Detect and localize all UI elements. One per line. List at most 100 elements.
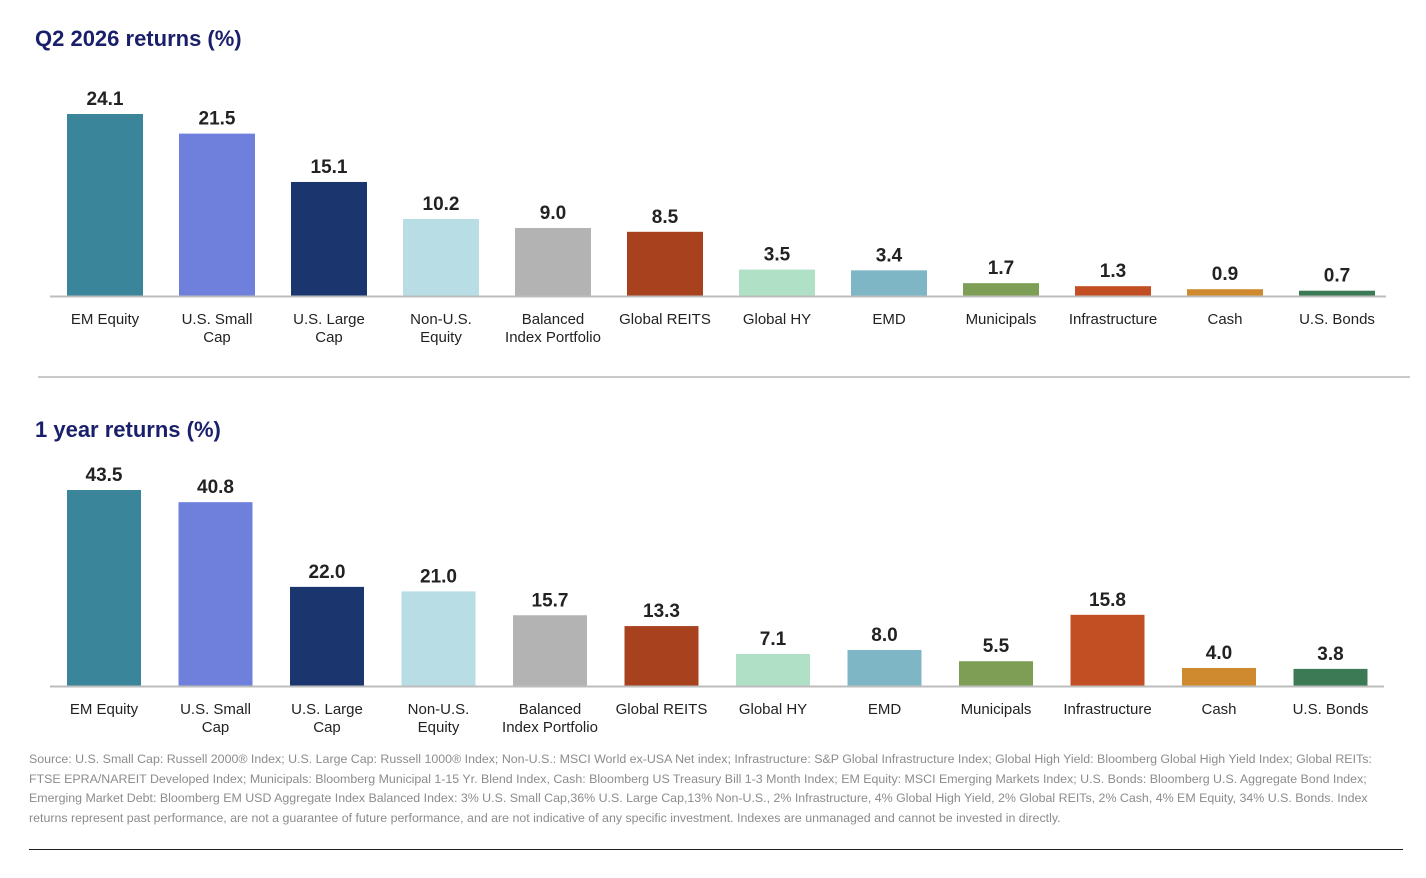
category-label-line: U.S. Small bbox=[180, 701, 251, 718]
bar-group: 43.5 EM Equity 40.8 U.S. Small Cap 22.0 U.S. L… bbox=[67, 465, 1368, 736]
bar-0 bbox=[67, 490, 141, 686]
bar-11 bbox=[1299, 290, 1375, 296]
bar-5 bbox=[627, 231, 703, 296]
category-label-line: Infrastructure bbox=[1063, 701, 1151, 718]
value-label-2: 15.1 bbox=[311, 157, 348, 178]
category-label-line: Equity bbox=[418, 719, 460, 736]
category-label-line: Cash bbox=[1201, 701, 1236, 718]
category-label-line: EM Equity bbox=[70, 701, 139, 718]
category-label-3: Non-U.S. Equity bbox=[408, 701, 470, 736]
category-label-line: Non-U.S. bbox=[410, 311, 472, 328]
category-label-line: Global REITS bbox=[616, 701, 708, 718]
bar-1 bbox=[179, 133, 255, 296]
category-label-line: EMD bbox=[872, 311, 906, 328]
bar-0 bbox=[67, 114, 143, 296]
value-label-1: 21.5 bbox=[199, 109, 236, 130]
category-label-line: Cash bbox=[1207, 311, 1242, 328]
value-label-6: 3.5 bbox=[764, 245, 791, 266]
category-label-line: Municipals bbox=[966, 311, 1037, 328]
category-label-line: Global REITS bbox=[619, 311, 711, 328]
category-label-line: Municipals bbox=[961, 701, 1032, 718]
bar-8 bbox=[959, 661, 1033, 686]
category-label-5: Global REITS bbox=[619, 311, 711, 328]
bar-3 bbox=[401, 591, 476, 686]
category-label-1: U.S. Small Cap bbox=[182, 311, 253, 346]
value-label-3: 10.2 bbox=[423, 194, 460, 215]
value-label-0: 24.1 bbox=[87, 89, 124, 110]
category-label-line: U.S. Small bbox=[182, 311, 253, 328]
category-label-6: Global HY bbox=[743, 311, 811, 328]
bar-9 bbox=[1075, 286, 1151, 296]
category-label-11: U.S. Bonds bbox=[1299, 311, 1375, 328]
value-label-8: 1.7 bbox=[988, 258, 1014, 279]
category-label-line: U.S. Large bbox=[293, 311, 365, 328]
bar-2 bbox=[290, 586, 364, 686]
section-divider bbox=[38, 376, 1410, 378]
value-label-9: 1.3 bbox=[1100, 261, 1126, 282]
category-label-line: EM Equity bbox=[71, 311, 140, 328]
category-label-9: Infrastructure bbox=[1069, 311, 1157, 328]
category-label-9: Infrastructure bbox=[1063, 701, 1151, 718]
category-label-line: Global HY bbox=[743, 311, 811, 328]
category-label-line: EMD bbox=[868, 701, 902, 718]
category-label-1: U.S. Small Cap bbox=[180, 701, 251, 736]
value-label-1: 40.8 bbox=[197, 477, 234, 498]
category-label-line: Global HY bbox=[739, 701, 807, 718]
category-label-line: Non-U.S. bbox=[408, 701, 470, 718]
value-label-5: 8.5 bbox=[652, 207, 679, 228]
bottom-rule bbox=[29, 849, 1403, 850]
bar-10 bbox=[1187, 289, 1263, 296]
category-label-10: Cash bbox=[1207, 311, 1242, 328]
bar-3 bbox=[403, 218, 479, 296]
category-label-line: Cap bbox=[315, 329, 343, 346]
category-label-7: EMD bbox=[872, 311, 906, 328]
value-label-7: 3.4 bbox=[876, 245, 903, 266]
category-label-2: U.S. Large Cap bbox=[291, 701, 363, 736]
category-label-0: EM Equity bbox=[71, 311, 140, 328]
value-label-5: 13.3 bbox=[643, 601, 680, 622]
category-label-4: Balanced Index Portfolio bbox=[502, 701, 598, 736]
value-label-11: 3.8 bbox=[1317, 644, 1343, 665]
one-year-returns-chart: 43.5 EM Equity 40.8 U.S. Small Cap 22.0 U.S. L… bbox=[50, 465, 1384, 736]
bar-4 bbox=[513, 615, 587, 686]
bar-9 bbox=[1070, 614, 1145, 686]
category-label-line: U.S. Large bbox=[291, 701, 363, 718]
category-label-7: EMD bbox=[868, 701, 902, 718]
bar-4 bbox=[515, 228, 591, 296]
category-label-5: Global REITS bbox=[616, 701, 708, 718]
category-label-line: Index Portfolio bbox=[505, 329, 601, 346]
bar-1 bbox=[178, 502, 253, 686]
category-label-line: Cap bbox=[203, 329, 231, 346]
value-label-8: 5.5 bbox=[983, 636, 1010, 657]
bar-8 bbox=[963, 283, 1039, 296]
category-label-line: Cap bbox=[202, 719, 230, 736]
bar-11 bbox=[1293, 668, 1368, 686]
value-label-7: 8.0 bbox=[871, 625, 897, 646]
category-label-11: U.S. Bonds bbox=[1293, 701, 1369, 718]
value-label-4: 15.7 bbox=[532, 590, 569, 611]
bar-7 bbox=[847, 649, 922, 686]
value-label-2: 22.0 bbox=[309, 562, 346, 583]
value-label-0: 43.5 bbox=[86, 465, 123, 486]
bar-2 bbox=[291, 181, 367, 296]
category-label-line: Balanced bbox=[522, 311, 585, 328]
category-label-line: U.S. Bonds bbox=[1299, 311, 1375, 328]
category-label-8: Municipals bbox=[961, 701, 1032, 718]
category-label-line: Equity bbox=[420, 329, 462, 346]
chart-title-1yr: 1 year returns (%) bbox=[35, 417, 221, 442]
value-label-10: 0.9 bbox=[1212, 264, 1238, 285]
bar-6 bbox=[736, 654, 810, 686]
category-label-2: U.S. Large Cap bbox=[293, 311, 365, 346]
chart-title-q2: Q2 2026 returns (%) bbox=[35, 26, 242, 51]
value-label-9: 15.8 bbox=[1089, 590, 1126, 611]
value-label-3: 21.0 bbox=[420, 566, 457, 587]
category-label-0: EM Equity bbox=[70, 701, 139, 718]
bar-7 bbox=[851, 270, 927, 296]
bar-6 bbox=[739, 269, 815, 296]
category-label-6: Global HY bbox=[739, 701, 807, 718]
bar-5 bbox=[624, 626, 699, 686]
value-label-10: 4.0 bbox=[1206, 643, 1232, 664]
bar-10 bbox=[1182, 667, 1256, 686]
